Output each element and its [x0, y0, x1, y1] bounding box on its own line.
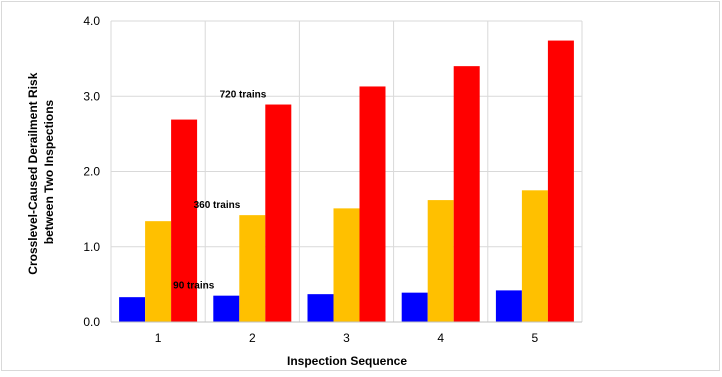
bar-series-3-cat-1: [171, 119, 198, 322]
y-tick-label: 2.0: [83, 165, 100, 179]
labels-layer: 0.0 1.0 2.0 3.0 4.0 1 2 3 4 5 90 trains 360 trains 7…: [83, 14, 538, 345]
x-tick-label: 2: [249, 331, 256, 345]
bar-series-1-cat-1: [119, 297, 146, 322]
y-tick-label: 3.0: [83, 89, 100, 103]
bar-series-3-cat-2: [265, 104, 292, 322]
bar-series-1-cat-5: [495, 290, 522, 322]
bar-series-1-cat-3: [307, 294, 334, 322]
annotation-label: 360 trains: [194, 200, 241, 211]
bar-series-2-cat-2: [239, 215, 266, 322]
bar-series-3-cat-4: [453, 66, 480, 323]
bar-series-2-cat-1: [145, 221, 172, 322]
bars-layer: [119, 40, 574, 323]
y-axis-title-line-2: between Two Inspections: [42, 99, 56, 244]
bar-series-2-cat-5: [521, 190, 548, 322]
bar-series-1-cat-4: [401, 292, 428, 322]
bar-series-2-cat-3: [333, 208, 360, 322]
bar-series-2-cat-4: [427, 200, 454, 322]
x-tick-label: 1: [155, 331, 162, 345]
y-axis-title: Crosslevel-Caused Derailment Risk betwee…: [26, 69, 56, 274]
chart-svg: 0.0 1.0 2.0 3.0 4.0 1 2 3 4 5 90 trains 360 trains 7…: [26, 14, 583, 368]
x-tick-label: 4: [437, 331, 444, 345]
y-tick-label: 1.0: [83, 240, 100, 254]
bar-series-3-cat-3: [359, 86, 386, 322]
bar-series-3-cat-5: [547, 40, 574, 322]
annotation-label: 720 trains: [220, 90, 267, 101]
chart-frame: 0.0 1.0 2.0 3.0 4.0 1 2 3 4 5 90 trains 360 trains 7…: [1, 1, 720, 371]
x-axis-title: Inspection Sequence: [287, 354, 407, 368]
y-axis-title-line-1: Crosslevel-Caused Derailment Risk: [26, 72, 40, 274]
x-tick-label: 3: [343, 331, 350, 345]
y-tick-label: 0.0: [83, 315, 100, 329]
annotation-label: 90 trains: [173, 281, 215, 292]
y-tick-label: 4.0: [83, 14, 100, 28]
x-tick-label: 5: [532, 331, 539, 345]
bar-series-1-cat-2: [213, 295, 240, 322]
